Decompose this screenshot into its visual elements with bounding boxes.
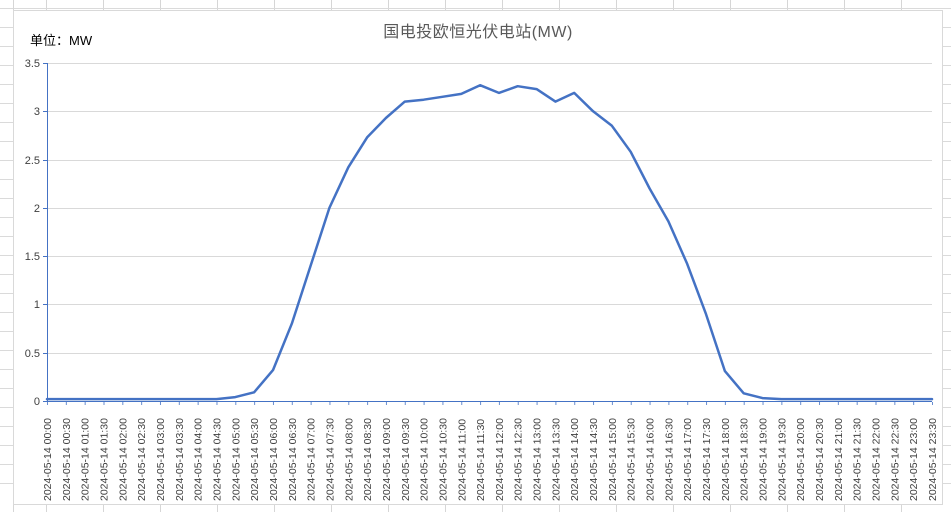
x-tick-label: 2024-05-14 13:00: [532, 418, 544, 501]
y-tick-label: 1.5: [25, 251, 40, 263]
x-tick-label: 2024-05-14 14:30: [588, 418, 600, 501]
x-tick-label: 2024-05-14 16:00: [645, 418, 657, 501]
x-tick-label: 2024-05-14 19:00: [758, 418, 770, 501]
y-tick-label: 2.5: [25, 155, 40, 167]
y-tick-label: 0.5: [25, 348, 40, 360]
x-tick-label: 2024-05-14 23:30: [927, 418, 939, 501]
x-tick-label: 2024-05-14 03:00: [155, 418, 167, 501]
x-tick-label: 2024-05-14 18:30: [739, 418, 751, 501]
x-tick-label: 2024-05-14 07:30: [324, 418, 336, 501]
unit-label: 单位：MW: [30, 33, 93, 48]
y-tick-label: 0: [34, 396, 40, 408]
y-axis-ticks: [43, 63, 47, 402]
x-tick-label: 2024-05-14 20:30: [814, 418, 826, 501]
x-tick-label: 2024-05-14 16:30: [663, 418, 675, 501]
x-tick-label: 2024-05-14 01:30: [98, 418, 110, 501]
x-tick-label: 2024-05-14 05:00: [230, 418, 242, 501]
axes: [47, 63, 932, 402]
x-tick-label: 2024-05-14 11:00: [456, 419, 468, 501]
x-tick-label: 2024-05-14 22:00: [871, 418, 883, 501]
x-tick-label: 2024-05-14 21:00: [833, 418, 845, 501]
x-tick-label: 2024-05-14 21:30: [852, 418, 864, 501]
x-tick-label: 2024-05-14 11:30: [475, 419, 487, 501]
x-tick-label: 2024-05-14 15:30: [626, 418, 638, 501]
x-tick-label: 2024-05-14 20:00: [795, 418, 807, 501]
x-tick-label: 2024-05-14 15:00: [607, 418, 619, 501]
series-line: [45, 83, 934, 401]
y-tick-label: 1: [34, 299, 40, 311]
x-tick-label: 2024-05-14 04:30: [211, 418, 223, 501]
x-tick-label: 2024-05-14 10:30: [437, 418, 449, 501]
x-tick-label: 2024-05-14 19:30: [776, 418, 788, 501]
x-tick-label: 2024-05-14 17:00: [682, 418, 694, 501]
x-tick-label: 2024-05-14 09:30: [400, 418, 412, 501]
x-tick-label: 2024-05-14 00:00: [42, 418, 54, 501]
chart-object[interactable]: 0 0.5 1 1.5 2 2.5 3 3.5 2024-05-14 00:00 2024-05-…: [13, 10, 943, 505]
y-tick-label: 2: [34, 203, 40, 215]
x-tick-label: 2024-05-14 07:00: [306, 418, 318, 501]
x-axis-ticks: [47, 402, 933, 405]
y-axis-labels: 0 0.5 1 1.5 2 2.5 3 3.5: [25, 58, 40, 408]
x-tick-label: 2024-05-14 22:30: [889, 418, 901, 501]
x-tick-label: 2024-05-14 00:30: [61, 418, 73, 501]
y-gridlines: [47, 63, 932, 354]
x-tick-label: 2024-05-14 23:00: [908, 418, 920, 501]
x-tick-label: 2024-05-14 09:00: [381, 418, 393, 501]
x-tick-label: 2024-05-14 06:30: [287, 418, 299, 501]
x-tick-label: 2024-05-14 03:30: [174, 418, 186, 501]
x-tick-label: 2024-05-14 04:00: [193, 418, 205, 501]
chart-title: 国电投欧恒光伏电站(MW): [383, 24, 573, 41]
x-tick-label: 2024-05-14 10:00: [419, 418, 431, 501]
x-tick-label: 2024-05-14 06:00: [268, 418, 280, 501]
x-tick-label: 2024-05-14 08:00: [343, 418, 355, 501]
x-tick-label: 2024-05-14 02:00: [117, 418, 129, 501]
x-tick-label: 2024-05-14 01:00: [80, 418, 92, 501]
y-tick-label: 3: [34, 106, 40, 118]
x-tick-label: 2024-05-14 12:30: [513, 418, 525, 501]
y-tick-label: 3.5: [25, 58, 40, 70]
x-tick-label: 2024-05-14 18:00: [720, 418, 732, 501]
x-axis-labels: 2024-05-14 00:00 2024-05-14 00:30 2024-05-…: [42, 418, 939, 501]
x-tick-label: 2024-05-14 17:30: [701, 418, 713, 501]
x-tick-label: 2024-05-14 08:30: [362, 418, 374, 501]
x-tick-label: 2024-05-14 02:30: [136, 418, 148, 501]
x-tick-label: 2024-05-14 13:30: [550, 418, 562, 501]
x-tick-label: 2024-05-14 05:30: [249, 418, 261, 501]
x-tick-label: 2024-05-14 14:00: [569, 418, 581, 501]
x-tick-label: 2024-05-14 12:00: [494, 418, 506, 501]
